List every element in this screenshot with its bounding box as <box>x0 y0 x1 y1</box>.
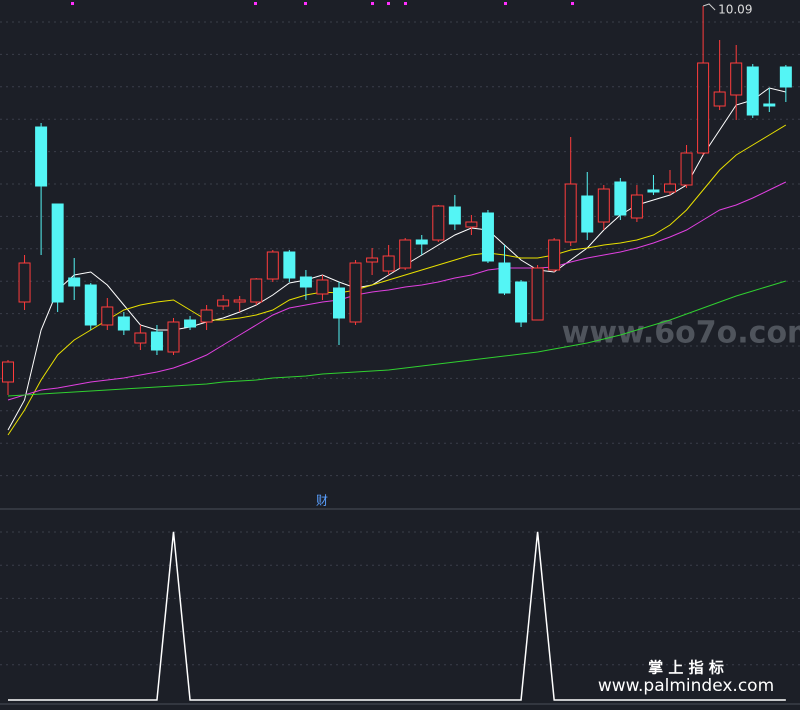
candle-body <box>283 251 296 279</box>
candle-body <box>515 281 528 323</box>
candle-body <box>184 319 197 328</box>
candle-body <box>664 183 676 193</box>
candle-body <box>35 126 48 187</box>
event-dot <box>404 2 407 5</box>
candle-body <box>481 212 494 262</box>
candle-body <box>548 239 561 271</box>
candle-body <box>200 309 213 323</box>
candle-body <box>581 195 594 233</box>
candle-body <box>316 279 329 295</box>
candle-body <box>713 91 726 107</box>
high-label: 10.09 <box>718 3 752 17</box>
candle-body <box>697 62 710 154</box>
candle-body <box>531 267 544 321</box>
candle-body <box>680 152 693 186</box>
event-dot <box>371 2 374 5</box>
candle-body <box>84 284 97 326</box>
candle-body <box>299 276 312 288</box>
candle-body <box>217 299 230 307</box>
candle-body <box>349 262 362 323</box>
event-dot <box>254 2 257 5</box>
candle-body <box>415 239 428 245</box>
candle-body <box>564 183 577 243</box>
candle-body <box>18 262 31 303</box>
candle-body <box>498 262 511 294</box>
candle-body <box>614 181 627 216</box>
watermark-cn: 掌 上 指 标 <box>648 659 724 677</box>
candle-body <box>763 103 776 107</box>
event-dot <box>304 2 307 5</box>
high-pointer <box>702 3 716 11</box>
candle-body <box>730 62 743 96</box>
candle-body <box>779 66 792 88</box>
candle-body <box>333 287 345 319</box>
candle-body <box>2 361 14 383</box>
annotation: 财 <box>316 494 328 508</box>
indicator-line <box>8 531 786 701</box>
watermark: www.6o7o.com <box>562 316 800 351</box>
event-dot <box>571 2 574 5</box>
candle-body <box>366 257 379 263</box>
candle-body <box>399 239 412 269</box>
event-dot <box>504 2 507 5</box>
candle-body <box>134 332 147 344</box>
candle-body <box>68 277 81 287</box>
candle-body <box>597 188 610 223</box>
candle-body <box>167 321 180 353</box>
candle-body <box>630 194 643 219</box>
candle-body <box>465 221 478 228</box>
candle-body <box>382 255 395 272</box>
candle-body <box>233 299 246 303</box>
candle-body <box>250 278 263 303</box>
watermark-url: www.palmindex.com <box>598 676 774 696</box>
candle-body <box>51 203 64 303</box>
candle-body <box>101 306 114 326</box>
candle-body <box>117 316 130 331</box>
candle-body <box>432 205 445 241</box>
ma-line <box>7 124 787 436</box>
candle-body <box>647 189 660 193</box>
candle-body <box>746 66 759 116</box>
ma-line <box>7 280 786 397</box>
ma-line <box>7 181 787 401</box>
event-dot <box>71 2 74 5</box>
candle-body <box>266 251 279 280</box>
ma-line <box>7 87 786 431</box>
candle-body <box>448 206 461 225</box>
event-dot <box>387 2 390 5</box>
candle-body <box>150 331 163 351</box>
